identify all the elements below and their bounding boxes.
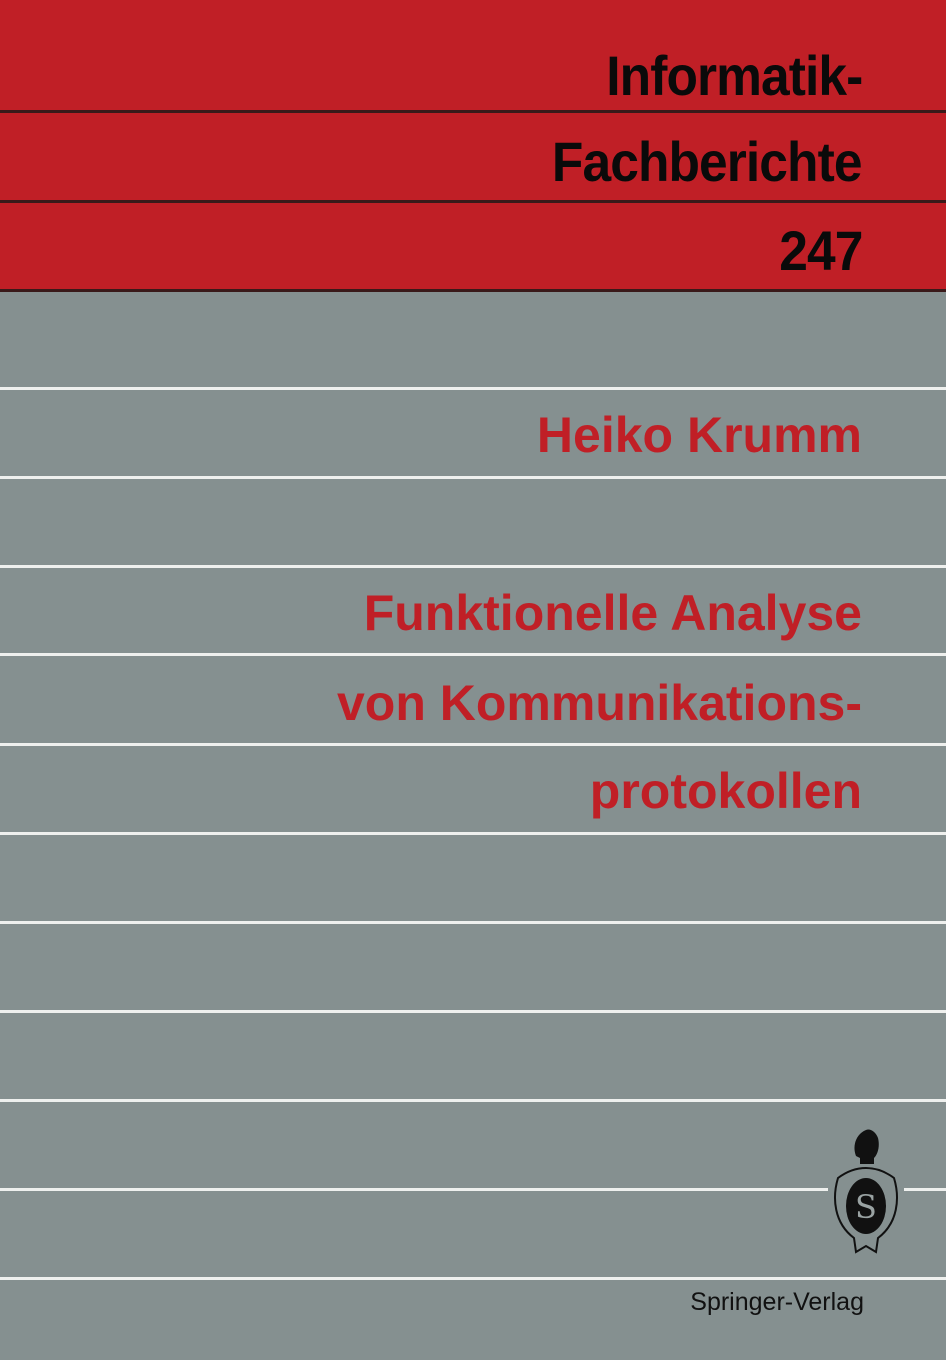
title-line-2: von Kommunikations- bbox=[336, 675, 862, 731]
series-name-line2: Fachberichte bbox=[552, 130, 863, 193]
divider bbox=[0, 289, 946, 292]
divider bbox=[0, 743, 946, 746]
series-band bbox=[0, 0, 946, 291]
divider bbox=[0, 1277, 946, 1280]
title-line-3: protokollen bbox=[589, 763, 862, 819]
divider bbox=[0, 1188, 946, 1191]
divider bbox=[0, 832, 946, 835]
publisher: Springer-Verlag bbox=[690, 1288, 864, 1316]
divider bbox=[0, 110, 946, 113]
divider bbox=[0, 1010, 946, 1013]
divider bbox=[0, 565, 946, 568]
series-name-line1: Informatik- bbox=[605, 44, 863, 107]
volume-number: 247 bbox=[778, 219, 863, 282]
springer-knight-logo-icon: S bbox=[834, 1129, 898, 1254]
author: Heiko Krumm bbox=[536, 407, 862, 463]
divider bbox=[0, 387, 946, 390]
divider bbox=[0, 1099, 946, 1102]
svg-text:S: S bbox=[855, 1188, 877, 1226]
title-line-1: Funktionelle Analyse bbox=[363, 585, 862, 641]
divider bbox=[0, 921, 946, 924]
divider bbox=[0, 653, 946, 656]
divider bbox=[0, 200, 946, 203]
divider bbox=[0, 476, 946, 479]
